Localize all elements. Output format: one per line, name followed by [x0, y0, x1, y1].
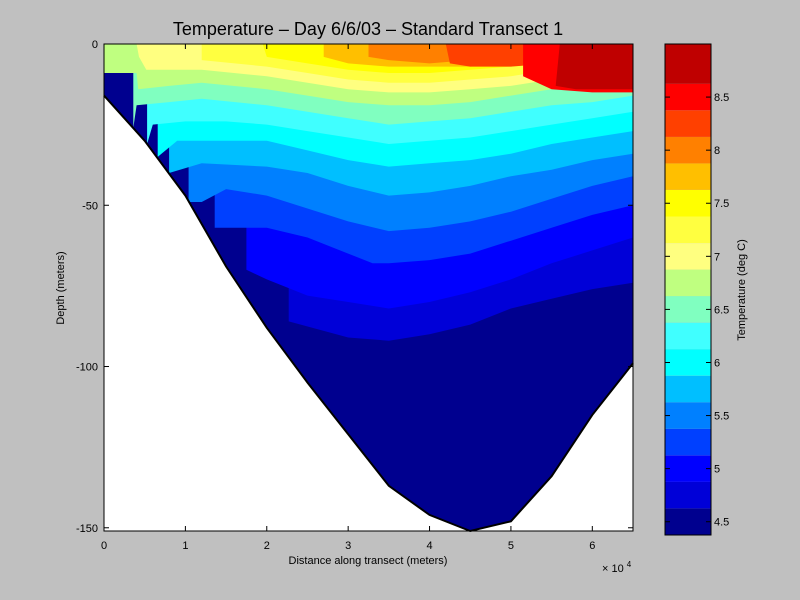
- y-axis-label: Depth (meters): [55, 251, 67, 324]
- x-tick-label: 5: [508, 540, 514, 552]
- colorbar-band: [665, 163, 711, 190]
- colorbar-band: [665, 243, 711, 270]
- colorbar-band: [665, 322, 711, 350]
- x-axis-exponent: × 10 4: [602, 560, 632, 575]
- x-tick-label: 0: [101, 540, 107, 552]
- y-tick-label: -100: [76, 362, 98, 374]
- y-tick-label: -50: [82, 200, 98, 212]
- colorbar-band: [665, 110, 711, 137]
- colorbar-label: Temperature (deg C): [736, 239, 748, 341]
- colorbar-tick-label: 6: [714, 357, 720, 369]
- colorbar-bands: [665, 44, 711, 535]
- contour-region: [104, 44, 633, 67]
- chart-title: Temperature – Day 6/6/03 – Standard Tran…: [173, 19, 563, 39]
- colorbar-band: [665, 190, 711, 217]
- bathymetry-line: [103, 94, 634, 533]
- colorbar-tick-label: 4.5: [714, 517, 729, 529]
- x-axis: 0 1 2 3 4 5 6: [101, 44, 595, 552]
- colorbar-band: [665, 269, 711, 297]
- y-tick-label: 0: [92, 39, 98, 51]
- colorbar-band: [665, 481, 711, 509]
- x-axis-label: Distance along transect (meters): [289, 555, 448, 567]
- colorbar-tick-label: 8.5: [714, 92, 729, 104]
- colorbar-band: [665, 508, 711, 535]
- colorbar-tick-label: 7: [714, 251, 720, 263]
- y-tick-label: -150: [76, 523, 98, 535]
- x-tick-label: 6: [589, 540, 595, 552]
- colorbar-band: [665, 349, 711, 376]
- x-axis-exponent-power: 4: [627, 560, 632, 569]
- x-axis-exponent-base: × 10: [602, 563, 624, 575]
- colorbar-band: [665, 136, 711, 164]
- colorbar: 4.5 5 5.5 6 6.5 7 7.5 8 8.5: [664, 43, 729, 536]
- colorbar-axis: 4.5 5 5.5 6 6.5 7 7.5 8 8.5: [665, 92, 729, 529]
- colorbar-band: [665, 216, 711, 243]
- colorbar-tick-label: 7.5: [714, 198, 729, 210]
- colorbar-tick-label: 5: [714, 464, 720, 476]
- seabed-region: [104, 95, 633, 531]
- colorbar-band: [665, 296, 711, 323]
- x-tick-label: 2: [264, 540, 270, 552]
- y-axis: 0 -50 -100 -150: [76, 39, 633, 535]
- colorbar-band: [665, 83, 711, 111]
- colorbar-band: [665, 428, 711, 456]
- colorbar-frame: [664, 43, 712, 536]
- contour-layer: [104, 44, 633, 531]
- x-tick-label: 3: [345, 540, 351, 552]
- contour-region: [104, 44, 633, 90]
- colorbar-band: [665, 44, 711, 84]
- colorbar-tick-label: 8: [714, 145, 720, 157]
- colorbar-band: [665, 402, 711, 429]
- axes-frame: [103, 43, 634, 532]
- x-tick-label: 4: [426, 540, 432, 552]
- x-tick-label: 1: [182, 540, 188, 552]
- colorbar-band: [665, 455, 711, 482]
- colorbar-band: [665, 375, 711, 403]
- colorbar-tick-label: 5.5: [714, 411, 729, 423]
- colorbar-tick-label: 6.5: [714, 304, 729, 316]
- contour-axes: 0 1 2 3 4 5 6 0 -50 -100 -150: [76, 39, 634, 552]
